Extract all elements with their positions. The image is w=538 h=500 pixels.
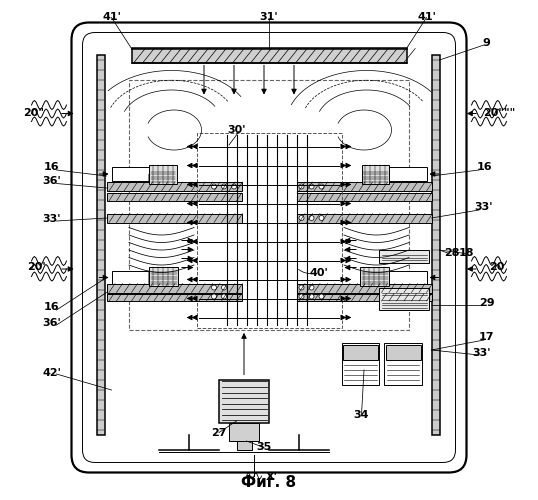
Bar (219, 380, 269, 422)
Polygon shape (377, 271, 389, 284)
Text: 9: 9 (483, 38, 491, 48)
Text: 20: 20 (489, 262, 504, 272)
Circle shape (222, 184, 226, 189)
Circle shape (299, 294, 304, 299)
Text: X': X' (266, 472, 278, 482)
Bar (296, 294, 431, 301)
Bar (107, 193, 242, 201)
Bar (107, 294, 242, 301)
Text: 18: 18 (459, 248, 475, 258)
Bar (107, 214, 242, 222)
Circle shape (222, 294, 226, 299)
Bar (360, 267, 389, 286)
Circle shape (211, 294, 216, 299)
Circle shape (222, 285, 226, 290)
FancyBboxPatch shape (72, 22, 466, 472)
Bar (149, 267, 178, 286)
Text: 33': 33' (43, 214, 61, 224)
Text: 40': 40' (310, 268, 328, 278)
Circle shape (319, 184, 324, 189)
Bar (129, 80, 409, 330)
Bar (296, 193, 431, 201)
Text: 16: 16 (44, 302, 59, 312)
Circle shape (309, 216, 314, 220)
Bar (111, 271, 149, 284)
Text: 31': 31' (260, 12, 278, 22)
Circle shape (299, 184, 304, 189)
Bar (389, 167, 427, 181)
Text: 36': 36' (42, 318, 61, 328)
Text: 29: 29 (479, 298, 494, 308)
Text: 33': 33' (475, 202, 493, 212)
Circle shape (211, 184, 216, 189)
Circle shape (211, 285, 216, 290)
Text: 20": 20" (24, 108, 45, 118)
Circle shape (299, 285, 304, 290)
Bar (229, 422, 259, 441)
Text: 30': 30' (227, 125, 246, 135)
Polygon shape (149, 271, 161, 284)
Bar (362, 165, 389, 184)
Bar (196, 132, 342, 328)
Circle shape (299, 216, 304, 220)
Circle shape (309, 294, 314, 299)
Text: 35: 35 (257, 442, 272, 452)
Bar (342, 342, 379, 385)
Text: 20': 20' (27, 262, 46, 272)
Bar (296, 214, 431, 222)
Text: 17: 17 (479, 332, 494, 342)
Bar (111, 167, 149, 181)
Text: 33': 33' (472, 348, 491, 358)
Text: 16: 16 (476, 162, 492, 172)
Bar (384, 342, 421, 385)
Text: Фиг. 8: Фиг. 8 (242, 475, 296, 490)
Bar (343, 345, 378, 360)
Bar (386, 345, 421, 360)
Bar (237, 441, 251, 450)
Bar (296, 182, 431, 191)
Text: 28: 28 (444, 248, 459, 258)
Bar (431, 55, 440, 435)
Text: 34: 34 (354, 410, 369, 420)
Bar (131, 48, 407, 62)
Text: 36': 36' (42, 176, 61, 186)
Bar (149, 165, 176, 184)
Circle shape (319, 216, 324, 220)
Bar (107, 284, 242, 292)
Text: 42': 42' (42, 368, 61, 378)
Bar (379, 250, 429, 262)
Bar (96, 55, 104, 435)
Bar (107, 182, 242, 191)
Text: 27: 27 (211, 428, 226, 438)
Circle shape (309, 184, 314, 189)
Circle shape (309, 285, 314, 290)
Polygon shape (149, 174, 161, 181)
Polygon shape (377, 174, 389, 181)
Text: 41': 41' (417, 12, 436, 22)
Circle shape (319, 294, 324, 299)
Circle shape (231, 184, 237, 189)
Text: 41': 41' (102, 12, 121, 22)
Bar (389, 271, 427, 284)
Text: 20""": 20""" (483, 108, 515, 118)
Text: 16: 16 (44, 162, 59, 172)
Bar (379, 288, 429, 310)
Bar (296, 284, 431, 292)
